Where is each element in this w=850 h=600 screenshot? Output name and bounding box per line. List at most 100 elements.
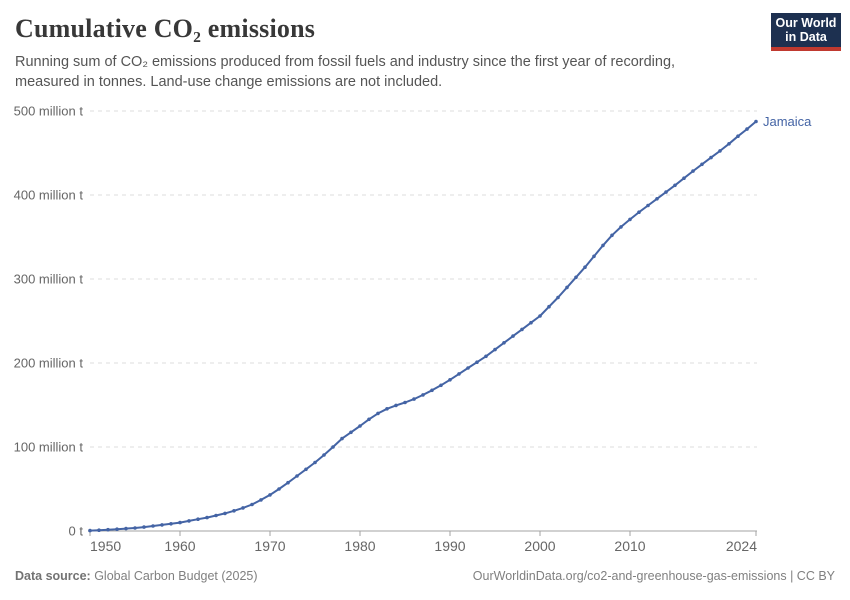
data-point[interactable] — [610, 233, 614, 238]
data-point[interactable] — [529, 320, 533, 325]
y-tick-label: 0 t — [69, 524, 84, 539]
data-point[interactable] — [124, 526, 128, 531]
data-point[interactable] — [295, 474, 299, 478]
data-point[interactable] — [754, 119, 758, 124]
data-point[interactable] — [664, 190, 668, 194]
data-point[interactable] — [502, 341, 506, 345]
x-tick-label: 1950 — [90, 538, 121, 554]
data-point[interactable] — [304, 467, 308, 472]
data-point[interactable] — [223, 511, 227, 516]
data-point[interactable] — [520, 327, 524, 332]
data-point[interactable] — [241, 506, 245, 510]
data-point[interactable] — [142, 525, 146, 529]
data-point[interactable] — [628, 217, 632, 222]
data-point[interactable] — [457, 372, 461, 376]
data-point[interactable] — [439, 383, 443, 388]
data-point[interactable] — [196, 517, 200, 521]
data-point[interactable] — [277, 487, 281, 491]
data-point[interactable] — [655, 197, 659, 201]
y-tick-label: 300 million t — [14, 272, 84, 287]
chart-subtitle: Running sum of CO₂ emissions produced fr… — [15, 52, 715, 92]
x-tick-label: 2000 — [524, 538, 555, 554]
data-point[interactable] — [673, 183, 677, 188]
data-point[interactable] — [691, 169, 695, 173]
data-point[interactable] — [484, 354, 488, 359]
data-point[interactable] — [601, 243, 605, 248]
data-point[interactable] — [421, 393, 425, 397]
data-point[interactable] — [538, 314, 542, 318]
data-point[interactable] — [547, 304, 551, 309]
owid-logo-line-1: Our World — [775, 15, 837, 30]
data-point[interactable] — [169, 522, 173, 526]
data-point[interactable] — [160, 523, 164, 527]
data-point[interactable] — [286, 480, 290, 485]
y-tick-label: 100 million t — [14, 440, 84, 455]
data-point[interactable] — [556, 295, 560, 300]
data-point[interactable] — [205, 515, 209, 520]
data-point[interactable] — [565, 285, 569, 290]
chart-title: Cumulative CO₂ emissions — [15, 14, 316, 43]
data-point[interactable] — [511, 334, 515, 338]
data-point[interactable] — [376, 411, 380, 416]
data-point[interactable] — [97, 528, 101, 532]
data-point[interactable] — [637, 210, 641, 214]
data-point[interactable] — [340, 436, 344, 441]
data-point[interactable] — [187, 519, 191, 523]
data-point[interactable] — [259, 498, 263, 502]
data-point[interactable] — [394, 403, 398, 408]
data-point[interactable] — [646, 203, 650, 208]
data-point[interactable] — [619, 225, 623, 229]
data-point[interactable] — [250, 502, 254, 507]
data-point[interactable] — [745, 127, 749, 131]
data-point[interactable] — [133, 526, 137, 530]
data-point[interactable] — [385, 407, 389, 411]
owid-logo-line-2: in Data — [785, 30, 827, 44]
data-point[interactable] — [682, 176, 686, 180]
data-point[interactable] — [583, 265, 587, 270]
data-point[interactable] — [331, 445, 335, 449]
owid-logo[interactable]: Our World in Data — [771, 13, 841, 51]
data-point[interactable] — [349, 430, 353, 435]
data-point[interactable] — [592, 254, 596, 259]
data-point[interactable] — [700, 162, 704, 167]
data-point[interactable] — [214, 513, 218, 518]
data-point[interactable] — [727, 142, 731, 146]
subtitle-line-2: measured in tonnes. Land-use change emis… — [15, 74, 443, 90]
data-point[interactable] — [430, 388, 434, 393]
entity-label-jamaica[interactable]: Jamaica — [763, 114, 812, 129]
y-tick-label: 500 million t — [14, 104, 84, 119]
y-tick-label: 200 million t — [14, 356, 84, 371]
data-point[interactable] — [232, 509, 236, 513]
y-tick-label: 400 million t — [14, 188, 84, 203]
data-point[interactable] — [574, 275, 578, 280]
owid-url-license[interactable]: OurWorldinData.org/co2-and-greenhouse-ga… — [472, 569, 835, 583]
data-point[interactable] — [493, 347, 497, 352]
x-tick-label: 1990 — [434, 538, 465, 554]
data-point[interactable] — [367, 417, 371, 422]
data-point[interactable] — [718, 149, 722, 153]
data-point[interactable] — [475, 360, 479, 365]
data-source-label: Data source: — [15, 569, 91, 583]
data-point[interactable] — [313, 460, 317, 465]
data-source: Data source: Global Carbon Budget (2025) — [15, 569, 258, 583]
data-point[interactable] — [322, 453, 326, 457]
data-point[interactable] — [709, 155, 713, 160]
chart-footer: Data source: Global Carbon Budget (2025)… — [0, 569, 850, 583]
data-point[interactable] — [448, 378, 452, 382]
data-point[interactable] — [151, 524, 155, 528]
data-point[interactable] — [106, 527, 110, 532]
x-tick-label: 2024 — [726, 538, 757, 554]
data-point[interactable] — [88, 528, 92, 533]
series-line-jamaica[interactable] — [89, 120, 757, 532]
x-tick-label: 1970 — [254, 538, 285, 554]
data-point[interactable] — [466, 366, 470, 370]
data-point[interactable] — [178, 520, 182, 525]
data-point[interactable] — [268, 493, 272, 497]
data-point[interactable] — [403, 400, 407, 405]
data-point[interactable] — [412, 397, 416, 401]
data-point[interactable] — [736, 134, 740, 138]
data-point[interactable] — [358, 424, 362, 428]
data-point[interactable] — [115, 527, 119, 531]
